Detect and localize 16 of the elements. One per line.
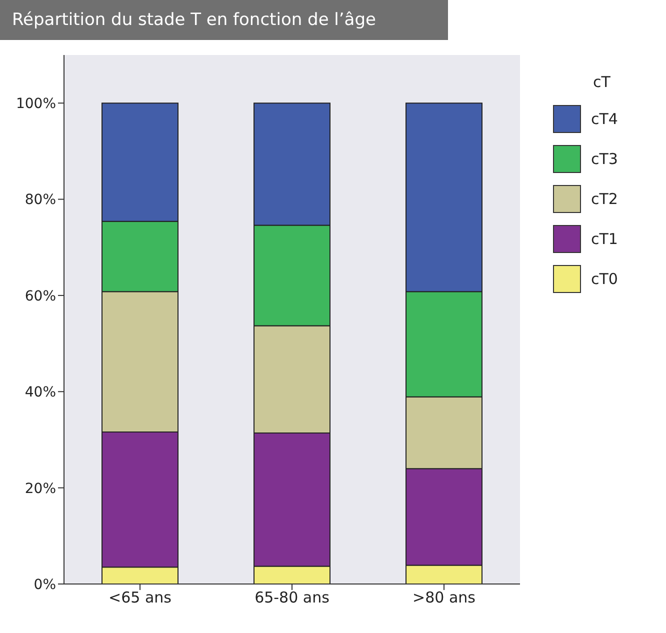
chart-title: Répartition du stade T en fonction de l’âge	[0, 0, 448, 40]
legend-label: cT3	[591, 150, 618, 168]
legend-label: cT0	[591, 270, 618, 288]
x-tick-label: 65-80 ans	[254, 588, 330, 607]
legend-label: cT1	[591, 230, 618, 248]
y-tick-label: 60%	[24, 288, 56, 304]
x-tick-label: <65 ans	[108, 588, 172, 607]
x-tick-label: >80 ans	[412, 588, 476, 607]
legend-label: cT2	[591, 190, 618, 208]
y-tick-label: 100%	[16, 96, 56, 112]
y-tick-label: 20%	[24, 480, 56, 497]
legend-title: cT	[593, 73, 612, 91]
legend-label: cT4	[591, 110, 618, 128]
y-tick-label: 0%	[34, 576, 56, 593]
y-tick-label: 80%	[24, 192, 56, 208]
y-tick-label: 40%	[24, 384, 56, 401]
